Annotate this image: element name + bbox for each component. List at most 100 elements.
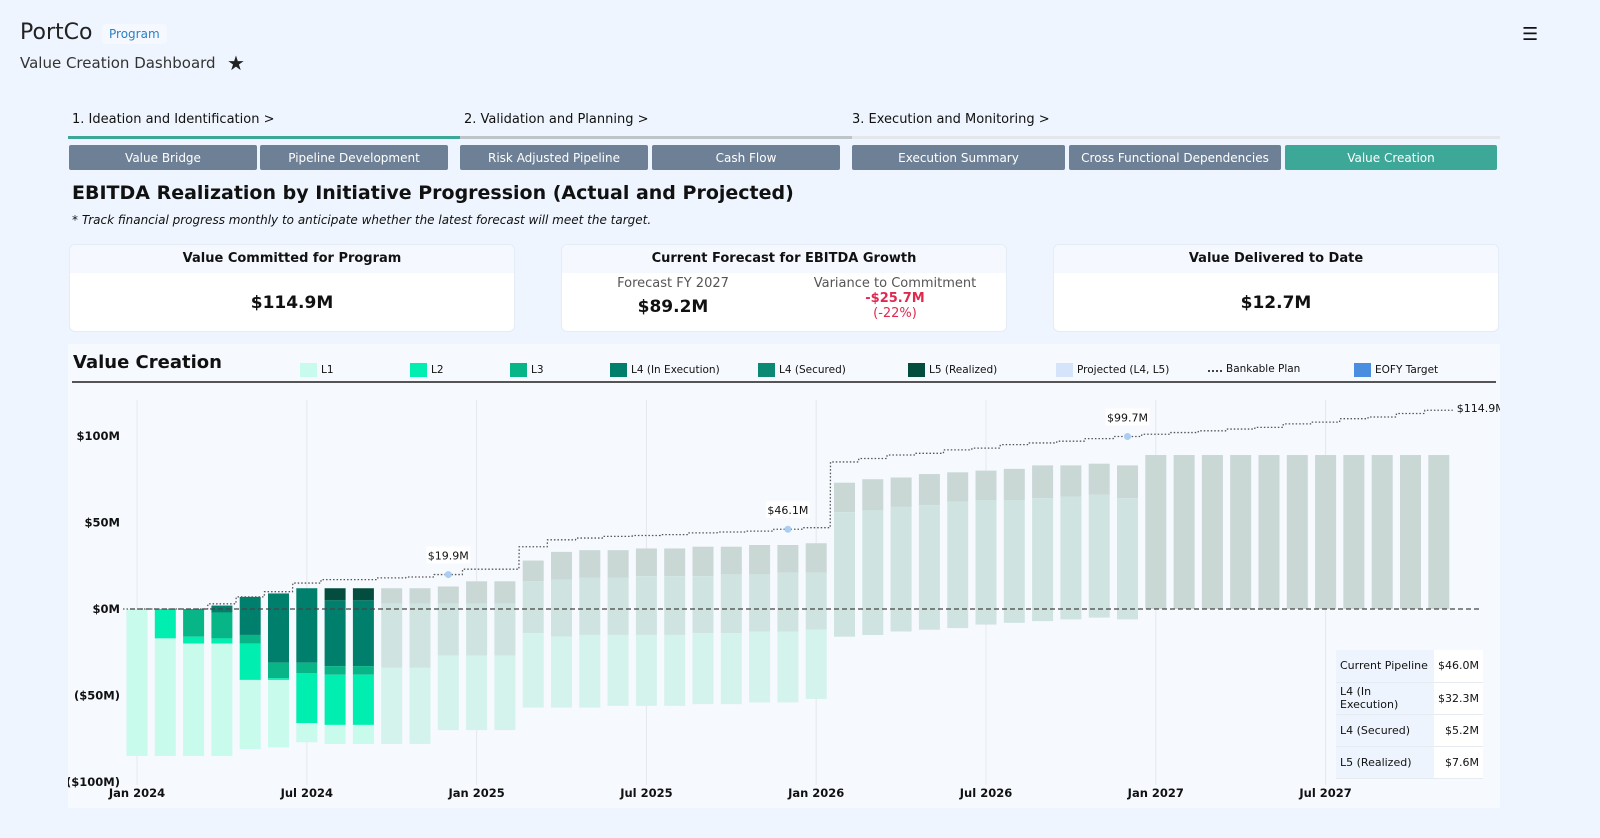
phase-execution[interactable]: 3. Execution and Monitoring > [852,112,1050,127]
bar-segment-proj [947,472,969,502]
bar-segment-mid [975,500,997,625]
bar-segment-l1 [126,609,148,757]
bar-segment-mid [805,572,827,630]
legend-item-l3[interactable]: L3 [510,363,544,377]
legend-swatch [758,363,775,377]
bar-segment-mid [664,576,686,635]
bar-segment-mid [437,603,459,656]
tab-cross-functional-dependencies[interactable]: Cross Functional Dependencies [1069,145,1281,170]
tab-value-creation[interactable]: Value Creation [1285,145,1497,170]
bar-segment-l3 [324,666,346,675]
bar-segment-proj [1003,468,1025,501]
x-tick-label: Jan 2026 [787,786,844,800]
bar-segment-proj [635,548,657,577]
bar-segment-low [579,634,601,708]
eofy-target-dot [444,571,452,579]
bar-segment-l1 [239,679,261,750]
x-tick-label: Jan 2025 [447,786,504,800]
star-icon[interactable]: ★ [227,51,245,75]
bar-segment-proj [749,544,771,575]
legend-item-l4s[interactable]: L4 (Secured) [758,363,846,377]
bar-segment-proj [1400,455,1421,609]
legend-label: L4 (Secured) [779,364,846,376]
variance-percent: (-22%) [873,306,917,321]
bar-segment-mid [466,603,488,656]
table-row: Current Pipeline $46.0M [1336,650,1483,683]
legend-item-l5[interactable]: L5 (Realized) [908,363,997,377]
row-label: Current Pipeline [1336,650,1435,683]
chart-title: Value Creation [73,352,222,373]
eofy-label-bg [426,546,471,564]
row-label: L5 (Realized) [1336,746,1435,779]
eofy-target-dot [1124,433,1131,441]
legend-item-l2[interactable]: L2 [410,363,444,377]
legend-label: L2 [431,364,444,376]
legend-item-proj[interactable]: Projected (L4, L5) [1056,363,1169,377]
x-tick-label: Jul 2027 [1298,786,1351,800]
card-value-delivered: Value Delivered to Date $12.7M [1053,244,1499,332]
legend-swatch [510,363,527,377]
page-title: EBITDA Realization by Initiative Progres… [72,182,794,204]
bar-segment-proj [664,548,686,577]
bar-segment-mid [890,506,912,632]
bar-segment-mid [607,577,629,635]
bar-segment-l3 [268,662,289,679]
value-creation-chart: Jan 2024 Jul 2024 Jan 2025 Jul 2025 Jan 2026… [68,400,1500,800]
legend-swatch [1056,363,1073,377]
bar-segment-l2 [239,643,261,680]
tab-pipeline-development[interactable]: Pipeline Development [260,145,448,170]
eofy-label-bg [765,501,810,519]
tab-execution-summary[interactable]: Execution Summary [852,145,1065,170]
bar-segment-mid [749,574,771,632]
bar-segment-mid [1117,498,1138,620]
bar-segment-l1 [324,724,346,744]
bar-segment-mid [381,603,403,668]
bar-segment-low [466,655,488,731]
bar-segment-l4e [296,588,318,663]
legend-swatch [908,363,925,377]
legend-item-l4e[interactable]: L4 (In Execution) [610,363,720,377]
card-title: Current Forecast for EBITDA Growth [562,245,1006,273]
dashboard-title: Value Creation Dashboard [20,54,216,72]
bar-segment-l1 [352,724,374,744]
eofy-target-label: $19.9M [428,550,469,563]
bar-segment-proj [692,546,714,577]
bar-segment-proj [1032,465,1054,499]
card-title: Value Delivered to Date [1054,245,1498,273]
hamburger-menu-icon[interactable]: ☰ [1522,24,1539,45]
tab-value-bridge[interactable]: Value Bridge [69,145,257,170]
table-row: L4 (In Execution) $32.3M [1336,682,1483,715]
bar-segment-l3 [183,609,205,637]
bar-segment-l1 [183,643,205,757]
bar-segment-proj [1117,465,1138,499]
phase-progress-1 [68,136,460,139]
bar-segment-l2 [183,636,205,644]
legend-label: L4 (In Execution) [631,364,720,376]
bar-segment-mid [720,574,742,634]
bar-segment-proj [466,581,488,604]
bar-segment-l5 [352,588,374,601]
card-value: $12.7M [1240,293,1312,313]
bar-segment-proj [720,546,742,575]
y-tick-label: $100M [77,429,120,443]
program-badge[interactable]: Program [102,24,167,44]
bar-segment-proj [1201,455,1223,609]
bar-segment-proj [409,588,431,604]
bar-segment-low [409,667,431,744]
bar-segment-l3 [296,662,318,674]
bar-segment-proj [918,474,940,506]
bar-segment-mid [522,581,544,634]
chart-divider [72,381,1496,383]
tab-risk-adjusted-pipeline[interactable]: Risk Adjusted Pipeline [460,145,648,170]
phase-validation[interactable]: 2. Validation and Planning > [464,112,649,127]
legend-item-eofy[interactable]: EOFY Target [1354,363,1438,377]
tab-cash-flow[interactable]: Cash Flow [652,145,840,170]
bar-segment-mid [777,572,799,632]
bar-segment-mid [579,577,601,635]
bar-segment-l1 [154,638,176,757]
phase-ideation[interactable]: 1. Ideation and Identification > [72,112,275,127]
bar-segment-l3 [352,666,374,675]
legend-item-plan[interactable]: Bankable Plan [1208,363,1300,375]
legend-item-l1[interactable]: L1 [300,363,334,377]
eofy-target-label: $46.1M [767,504,808,517]
